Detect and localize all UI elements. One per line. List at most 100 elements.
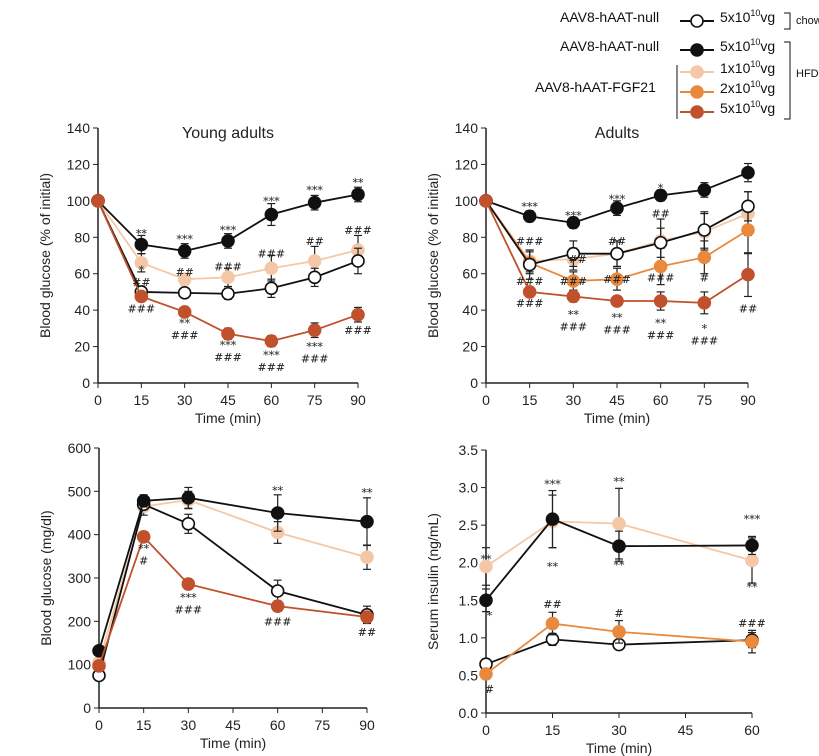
x-axis-label: Time (min): [584, 410, 650, 426]
significance-annotation: **: [568, 309, 580, 322]
x-tick-label: 30: [181, 717, 197, 733]
legend-markers: [676, 12, 791, 120]
significance-annotation: ##: [608, 235, 626, 248]
x-axis-label: Time (min): [586, 740, 652, 756]
significance-annotation: ***: [306, 341, 323, 354]
series-line: [485, 520, 753, 568]
legend-label: AAV8-hAAT-FGF21: [535, 79, 656, 95]
data-point: [522, 285, 537, 299]
data-point: [92, 659, 106, 673]
dose: 1x10: [720, 60, 751, 76]
y-tick-label: 3.5: [459, 442, 479, 458]
significance-annotation: **: [612, 311, 624, 324]
legend-dose: 5x1010vg: [720, 100, 775, 117]
data-point: [479, 194, 493, 208]
legend-dose: 5x1010vg: [720, 9, 775, 26]
data-point: [351, 254, 365, 268]
x-tick-label: 90: [740, 392, 756, 408]
dose-exponent: 10: [750, 59, 761, 69]
data-point: [264, 261, 279, 276]
significance-annotation: **: [136, 228, 148, 241]
data-point: [610, 201, 624, 215]
x-tick-label: 45: [220, 392, 236, 408]
chart-panel-3: 0 100 200 300 400 500 600 0 15 30 45 60 75 90 Time (mi…: [38, 440, 376, 751]
y-tick-label: 100: [68, 657, 92, 673]
y-tick-label: 0: [83, 700, 91, 716]
x-tick-label: 60: [264, 392, 280, 408]
significance-annotation: ###: [647, 329, 675, 342]
significance-annotation: **: [138, 543, 150, 556]
data-point: [360, 514, 374, 529]
legend-dose: 2x1010vg: [720, 80, 776, 97]
significance-annotation: ###: [738, 617, 766, 630]
data-point: [264, 207, 279, 222]
series-orange: [479, 611, 759, 681]
data-point: [479, 559, 493, 574]
data-point: [566, 289, 581, 304]
y-tick-label: 80: [462, 229, 478, 245]
y-tick-label: 100: [67, 193, 91, 209]
legend-marker-light: [690, 65, 704, 79]
significance-annotation: ***: [176, 233, 193, 246]
data-point: [221, 270, 235, 285]
significance-annotation: ###: [214, 260, 242, 273]
legend-row-fgf21: AAV8-hAAT-FGF21: [535, 79, 656, 95]
data-point: [566, 215, 581, 230]
x-tick-label: 45: [678, 722, 694, 738]
data-point: [221, 234, 235, 248]
x-tick-label: 75: [697, 392, 713, 408]
chart-panel-1: 0 20 40 60 80 100 120 140 0 15 30 45 60 75 90 Time (min…: [37, 120, 372, 426]
data-point: [134, 255, 149, 270]
significance-annotation: ###: [691, 334, 719, 347]
data-point: [264, 334, 279, 348]
significance-annotation: ##: [175, 266, 193, 279]
dose-exponent: 10: [750, 37, 761, 47]
significance-annotation: ##: [132, 276, 150, 289]
series-open: [92, 497, 374, 683]
x-tick-label: 0: [94, 392, 102, 408]
significance-annotation: ###: [516, 297, 544, 310]
y-tick-label: 0.5: [459, 667, 479, 683]
significance-annotation: **: [481, 553, 493, 566]
significance-annotation: ###: [258, 248, 286, 261]
legend-dose: 5x1010vg: [720, 37, 776, 55]
series-line: [485, 638, 753, 666]
significance-annotation: ***: [180, 592, 197, 605]
dose-unit: vg: [760, 38, 776, 54]
y-tick-label: 0: [82, 375, 90, 391]
data-point: [307, 195, 322, 210]
legend: AAV8-hAAT-null AAV8-hAAT-null AAV8-hAAT-…: [530, 4, 819, 119]
chart-panel-4: 0.0 0.5 1.0 1.5 2.0 2.5 3.0 3.5 0 15 30 45 60 Time (m…: [425, 442, 766, 756]
y-tick-label: 120: [455, 156, 479, 172]
y-tick-label: 120: [67, 156, 91, 172]
dose-unit: vg: [760, 80, 776, 96]
series-darkred: [91, 194, 365, 348]
data-point: [612, 539, 626, 553]
data-point: [221, 286, 235, 301]
data-point: [360, 550, 374, 565]
significance-annotation: **: [362, 487, 374, 500]
x-tick-label: 45: [225, 717, 241, 733]
data-point: [177, 305, 192, 319]
x-tick-label: 30: [177, 392, 193, 408]
significance-annotation: **: [353, 177, 365, 190]
significance-annotation: ##: [305, 235, 323, 248]
data-point: [610, 246, 624, 261]
data-point: [270, 599, 285, 613]
legend-label: AAV8-hAAT-null: [560, 9, 660, 25]
chart-title: Adults: [595, 125, 639, 142]
x-tick-label: 75: [307, 392, 323, 408]
significance-annotation: ###: [560, 321, 588, 334]
significance-annotation: #: [614, 607, 623, 620]
significance-annotation: ***: [220, 339, 237, 352]
significance-annotation: #: [485, 683, 494, 696]
x-tick-label: 0: [482, 722, 490, 738]
data-point: [307, 323, 322, 337]
y-axis-label: Serum insulin (ng/mL): [425, 513, 441, 650]
dose-unit: vg: [760, 60, 776, 76]
data-point: [653, 294, 668, 308]
data-point: [610, 294, 624, 308]
data-point: [307, 270, 322, 285]
hfd-bracket: [784, 41, 791, 120]
